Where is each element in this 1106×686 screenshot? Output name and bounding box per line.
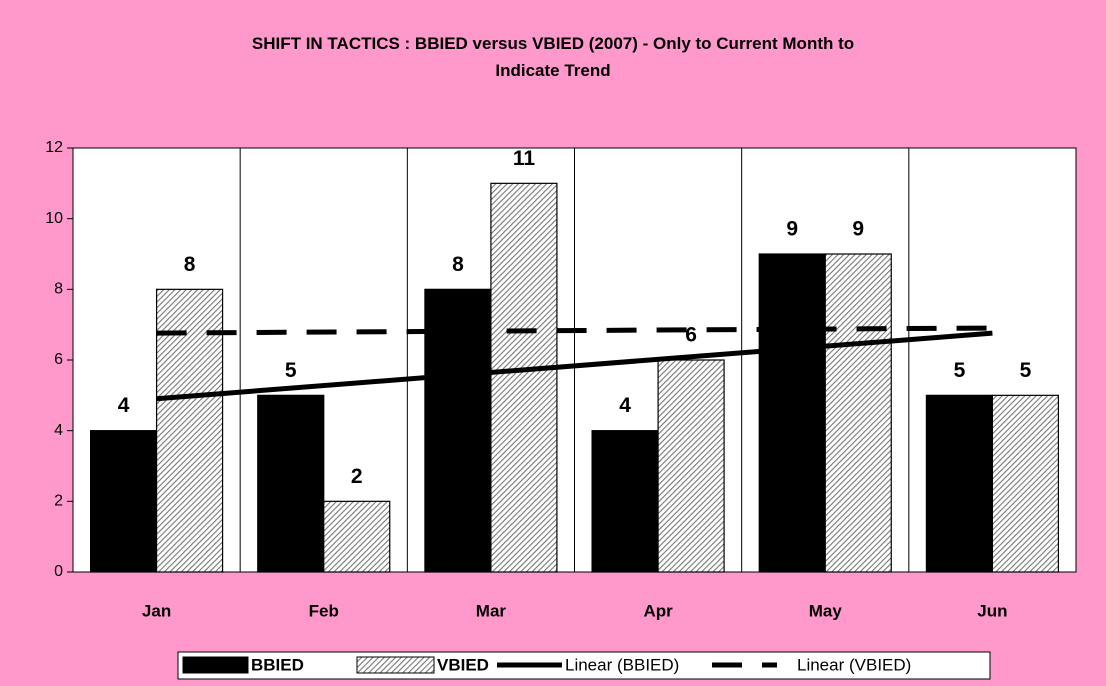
- data-label: 4: [118, 394, 130, 417]
- legend-swatch: [182, 656, 249, 674]
- bar: [490, 182, 558, 573]
- data-label: 11: [513, 147, 536, 170]
- trendline: [156, 330, 993, 402]
- x-tick-label: Apr: [643, 601, 673, 620]
- data-label: 5: [285, 359, 297, 382]
- y-tick-label: 2: [54, 493, 63, 510]
- trendline: [156, 325, 993, 336]
- data-label: 6: [685, 324, 697, 347]
- x-tick-label: May: [809, 601, 843, 620]
- legend-label: BBIED: [251, 655, 304, 674]
- x-tick-label: Jan: [142, 601, 171, 620]
- bar: [155, 288, 224, 573]
- y-tick-label: 6: [54, 351, 63, 368]
- data-label: 8: [184, 253, 196, 276]
- y-tick-label: 12: [45, 139, 63, 156]
- bar: [89, 430, 158, 573]
- legend-label: VBIED: [437, 655, 489, 674]
- bar: [758, 253, 826, 573]
- data-label: 4: [619, 394, 631, 417]
- x-tick-label: Jun: [977, 601, 1007, 620]
- bar: [657, 359, 725, 573]
- bar: [991, 394, 1060, 573]
- legend-swatch: [356, 656, 435, 674]
- y-tick-label: 0: [54, 563, 63, 580]
- x-tick-label: Mar: [476, 601, 507, 620]
- bar: [257, 394, 325, 573]
- data-label: 5: [1020, 359, 1032, 382]
- y-tick-label: 8: [54, 281, 63, 298]
- data-label: 5: [954, 359, 966, 382]
- bar: [424, 288, 492, 573]
- y-tick-label: 4: [54, 422, 63, 439]
- bar: [824, 253, 892, 573]
- legend: [177, 651, 991, 680]
- data-label: 9: [786, 218, 798, 241]
- legend-label: Linear (VBIED): [797, 655, 911, 674]
- bar: [591, 430, 659, 573]
- y-tick-label: 10: [45, 210, 63, 227]
- data-label: 9: [852, 218, 864, 241]
- x-tick-label: Feb: [309, 601, 339, 620]
- bar: [925, 394, 994, 573]
- data-label: 8: [452, 253, 464, 276]
- bar: [323, 500, 391, 573]
- data-label: 2: [351, 465, 363, 488]
- chart-title: SHIFT IN TACTICS : BBIED versus VBIED (2…: [251, 34, 855, 80]
- legend-label: Linear (BBIED): [565, 655, 679, 674]
